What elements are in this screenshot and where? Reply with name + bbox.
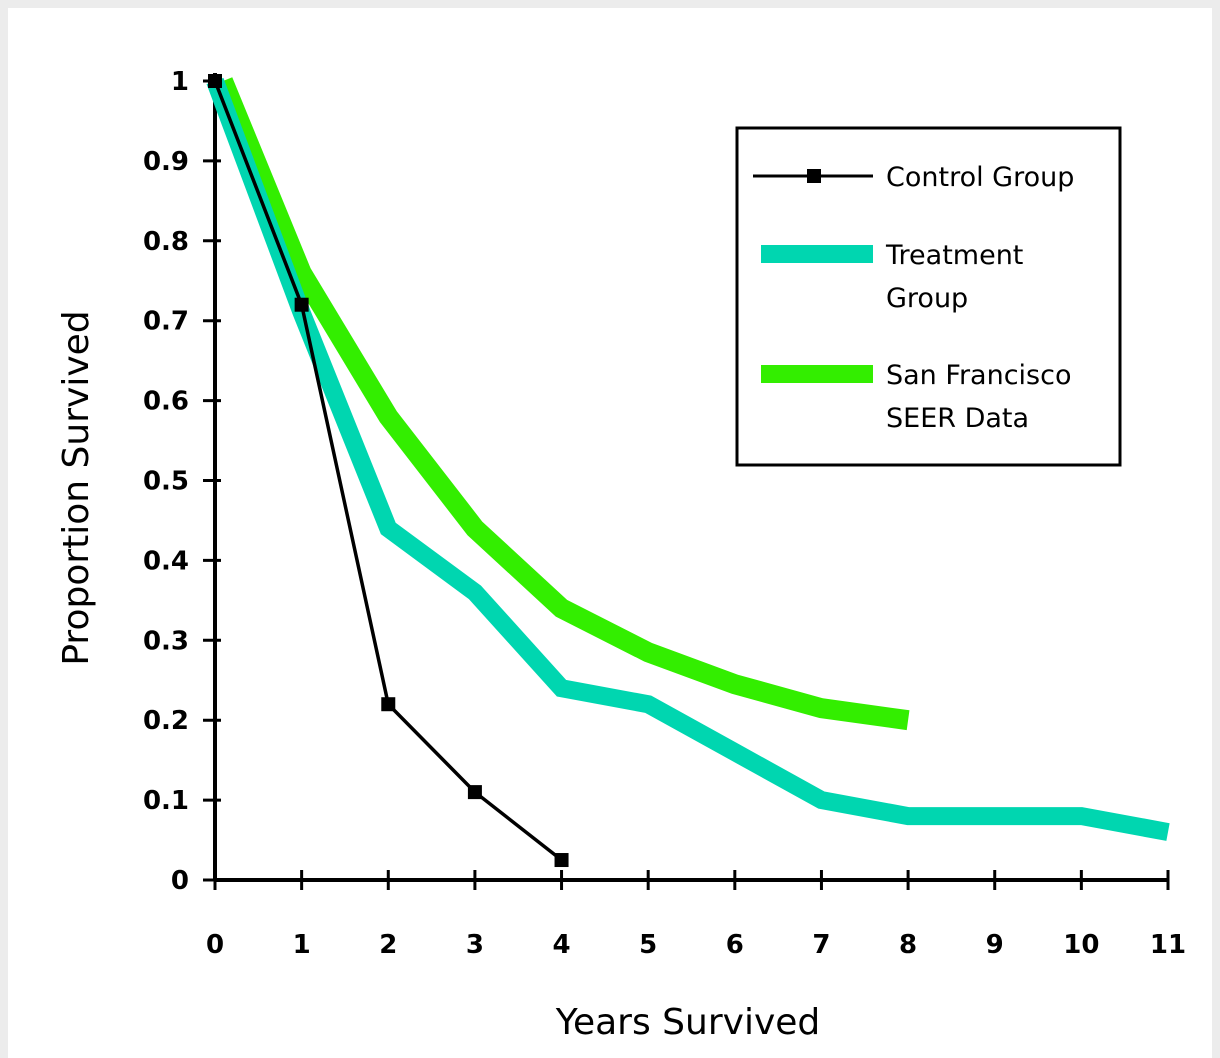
y-tick-label: 0.8 [143, 227, 189, 257]
axes: 0 1 2 3 4 5 6 7 8 9 10 11 0 0.1 0.2 0.3 0.4 0.5 0.6 0.7 0.8 0… [143, 67, 1186, 960]
y-tick-label: 0.7 [143, 307, 189, 337]
x-tick-label: 11 [1150, 930, 1186, 960]
series-treatment-group [206, 77, 1170, 841]
y-tick-label: 0.1 [143, 786, 189, 816]
data-point [294, 297, 309, 312]
x-tick-label: 1 [293, 930, 311, 960]
y-tick-label: 0.5 [143, 467, 189, 497]
y-tick-label: 0.6 [143, 387, 189, 417]
legend-label: Control Group [886, 162, 1074, 193]
x-tick-label: 5 [639, 930, 657, 960]
y-tick-label: 0.9 [143, 147, 189, 177]
legend-label: Group [886, 283, 968, 314]
x-tick-label: 7 [812, 930, 830, 960]
data-point [208, 74, 222, 88]
x-axis-title: Years Survived [555, 1002, 821, 1043]
x-tick-label: 10 [1063, 930, 1099, 960]
data-point [381, 697, 396, 712]
y-tick-label: 0.4 [143, 546, 189, 576]
legend-label: SEER Data [886, 403, 1029, 434]
legend-box [735, 126, 1122, 467]
y-tick-label: 1 [171, 67, 189, 97]
data-point [467, 785, 482, 800]
series-layer [206, 74, 1170, 868]
y-tick-label: 0.2 [143, 706, 189, 736]
x-tick-label: 6 [726, 930, 744, 960]
legend-entry: Control Group [753, 162, 1074, 193]
chart-frame: 0 1 2 3 4 5 6 7 8 9 10 11 0 0.1 0.2 0.3 0.4 0.5 0.6 0.7 0.8 0… [8, 8, 1212, 1058]
survival-line-chart: 0 1 2 3 4 5 6 7 8 9 10 11 0 0.1 0.2 0.3 0.4 0.5 0.6 0.7 0.8 0… [56, 67, 1186, 1043]
y-axis-title: Proportion Survived [56, 310, 97, 665]
legend-marker [807, 169, 821, 183]
labels-layer: Years Survived Proportion Survived [56, 310, 820, 1043]
series-san-francisco-seer-data [213, 77, 910, 731]
legend: Control Group Treatment Group San Francisco… [735, 126, 1122, 467]
y-tick-label: 0 [171, 866, 189, 896]
x-tick-label: 4 [552, 930, 570, 960]
legend-entry: San Francisco SEER Data [761, 360, 1071, 434]
series-line [206, 77, 1170, 841]
series-control-group [208, 74, 569, 868]
x-tick-label: 8 [899, 930, 917, 960]
legend-label: San Francisco [886, 360, 1071, 391]
x-tick-label: 0 [206, 930, 224, 960]
x-tick-label: 9 [986, 930, 1004, 960]
data-point [554, 853, 569, 868]
x-tick-label: 2 [379, 930, 397, 960]
x-tick-label: 3 [466, 930, 484, 960]
series-line [213, 77, 910, 731]
legend-entry: Treatment Group [761, 240, 1023, 314]
legend-label: Treatment [885, 240, 1023, 271]
y-tick-label: 0.3 [143, 626, 189, 656]
